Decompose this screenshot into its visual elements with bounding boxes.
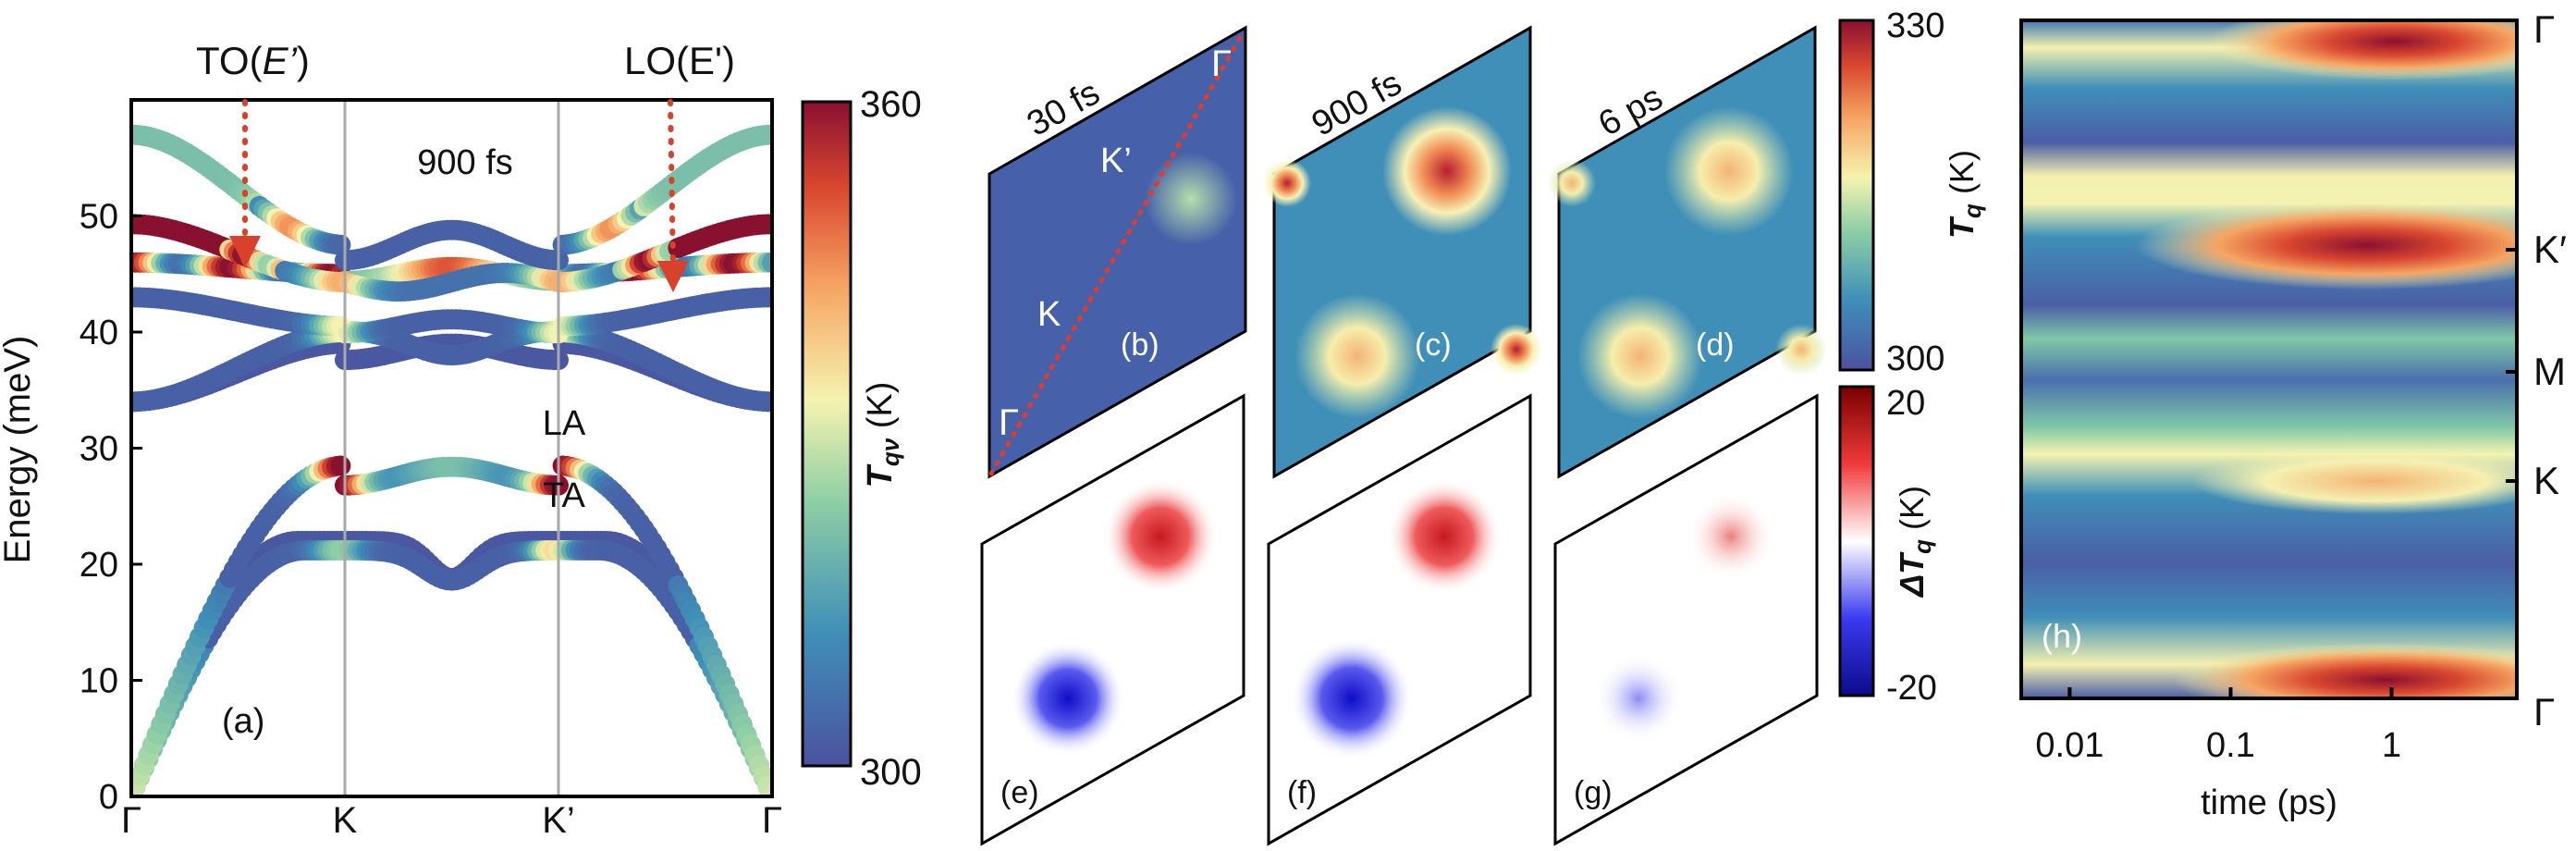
h-y-tick-label: M [2533,350,2566,393]
panel-h-label: (h) [2042,617,2082,655]
panel-d-hotspot-kp [1664,106,1794,236]
colorbar-a-min: 300 [860,752,922,793]
panel-e-red-spot [1103,479,1218,594]
y-tick-label: 0 [99,778,118,817]
dispersion-point [330,455,351,476]
gamma-label-b-top: Γ [1211,43,1232,84]
panel-b-hotspot [1145,153,1237,245]
h-x-tick-label: 0.01 [2035,726,2104,765]
panel-d-hotspot-k [1577,293,1703,419]
y-tick-label: 20 [80,546,118,585]
dispersion-point [762,124,772,145]
gamma-label-b-bottom: Γ [999,402,1019,443]
colorbar-a [801,100,853,768]
panel-h-frame [2019,18,2519,700]
k-label-b: K [1037,295,1061,334]
colorbar-top [1838,18,1875,372]
colorbar-bottom-min: -20 [1886,669,1937,708]
y-axis-label: Energy (meV) [0,336,38,564]
panel-a-label: (a) [222,702,264,741]
panel-f-label: (f) [1287,775,1317,810]
x-tick-label: K’ [542,800,575,841]
dispersion-point [762,287,772,308]
panel-e-blue-spot [1011,641,1125,756]
panel-d-label: (d) [1696,327,1735,363]
panel-c: (c) 900 fs [1263,25,1542,479]
dispersion-point [762,214,772,235]
h-x-tick-label: 1 [2382,726,2401,765]
panel-d: (d) 6 ps [1548,25,1827,479]
panel-b-path [988,29,1246,476]
to-arrow [229,99,261,268]
panel-c-label: (c) [1415,327,1452,363]
panel-f: (f) [1267,393,1532,846]
panel-h-time-evolution: 0.01 0.1 1 Γ K′ M K Γ (h) time (ps) [2019,7,2567,822]
panel-d-hotspot-edge2 [1775,324,1827,376]
dispersion-point [762,391,772,413]
h-band-kp [2136,201,2517,290]
brillouin-zone-maps: Γ Γ K K’ (b) 30 fs (c) 900 fs (d) 6 ps [980,6,1986,846]
colorbar-top-max: 330 [1886,6,1944,45]
y-tick-label: 30 [80,430,118,469]
h-band-k [2191,448,2517,514]
h-x-tick-label: 0.1 [2206,726,2255,765]
panel-g: (g) [1553,393,1819,846]
x-tick-label: Γ [762,800,782,841]
panel-c-hotspot-edge [1263,159,1311,207]
panel-d-map [1557,25,1817,479]
colorbar-bottom-max: 20 [1886,384,1925,423]
colorbar-bottom [1838,385,1875,697]
h-x-ticks: 0.01 0.1 1 [2035,687,2401,765]
colorbar-top-label: Tq (K) [1943,150,1986,239]
panel-a-phonon-dispersion: 0 10 20 30 40 50 Γ K K’ Γ Energy (meV) 900 fs LA… [0,39,922,841]
panel-b: Γ Γ K K’ (b) 30 fs [987,25,1247,479]
x-tick-label: K [333,800,358,841]
lo-annotation: LO(E') [624,39,735,82]
la-label: LA [543,404,586,443]
panel-c-hotspot-edge2 [1490,324,1542,376]
h-y-tick-label: Γ [2533,690,2555,734]
h-y-tick-label: K′ [2533,228,2567,271]
h-band-gamma-bottom [2173,643,2517,698]
panel-g-blue-spot [1594,654,1683,743]
panel-h-heatmap [2021,20,2517,698]
colorbar-bottom-label: ΔTq (K) [1893,486,1936,598]
colorbar-a-max: 360 [860,84,922,125]
panel-b-label: (b) [1121,327,1159,363]
dispersion-point [762,252,772,273]
panel-c-hotspot-kp [1382,106,1512,236]
panel-c-hotspot-k [1294,293,1420,419]
h-y-ticks: Γ K′ M K Γ [2506,7,2567,734]
dispersion-points [131,124,772,796]
panel-f-blue-spot [1291,637,1413,759]
x-ticks: Γ K K’ Γ [121,800,782,841]
panel-f-red-spot [1387,479,1502,594]
panel-a-time: 900 fs [417,143,513,182]
panel-e-label: (e) [1000,775,1039,810]
to-annotation: TO(E’) [196,39,310,82]
h-y-tick-label: Γ [2533,7,2555,51]
plot-frame [129,98,774,798]
panel-e: (e) [980,393,1245,846]
h-y-tick-label: K [2533,459,2559,502]
h-band-gamma-top [2210,20,2517,80]
y-tick-label: 10 [80,662,118,701]
h-x-axis-label: time (ps) [2201,783,2337,822]
panel-g-red-spot [1687,492,1775,581]
y-tick-label: 50 [80,198,118,237]
panel-d-hotspot-edge [1548,159,1596,207]
colorbar-top-min: 300 [1886,339,1944,378]
y-ticks: 0 10 20 30 40 50 [80,198,142,817]
ta-label: TA [543,476,585,515]
x-tick-label: Γ [121,800,141,841]
y-tick-label: 40 [80,314,118,352]
panel-g-label: (g) [1574,775,1613,810]
dispersion-point [762,786,772,796]
colorbar-a-label: Tqν (K) [861,382,904,488]
kp-label-b: K’ [1100,142,1132,180]
lo-arrow [657,99,689,292]
